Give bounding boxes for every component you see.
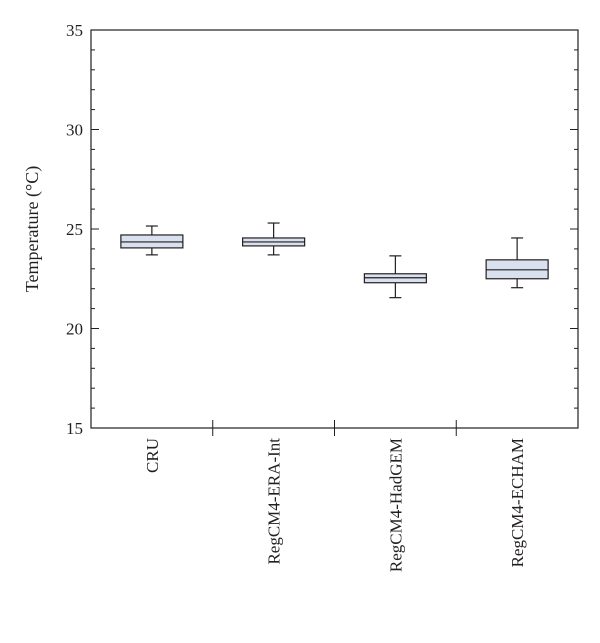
y-tick-label: 35 — [66, 21, 83, 40]
y-tick-label: 30 — [66, 121, 83, 140]
y-axis: 15 20 25 30 35 — [66, 21, 578, 438]
x-category-label: RegCM4-ERA-Int — [265, 438, 284, 565]
box-regcm4-hadgem — [363, 255, 427, 299]
box-cru — [120, 225, 184, 256]
x-category-label: CRU — [143, 438, 162, 473]
box-regcm4-echam — [485, 237, 549, 289]
x-category-label: RegCM4-ECHAM — [508, 438, 527, 567]
boxes-group — [120, 222, 549, 299]
y-tick-label: 15 — [66, 419, 83, 438]
x-axis: CRU RegCM4-ERA-Int RegCM4-HadGEM RegCM4-ECH… — [143, 420, 527, 572]
x-category-label: RegCM4-HadGEM — [386, 438, 405, 572]
box-regcm4-era-int — [242, 222, 306, 256]
y-tick-label: 25 — [66, 220, 83, 239]
y-tick-label: 20 — [66, 320, 83, 339]
y-axis-title: Temperature (°C) — [22, 166, 43, 292]
plot-frame — [90, 29, 579, 429]
